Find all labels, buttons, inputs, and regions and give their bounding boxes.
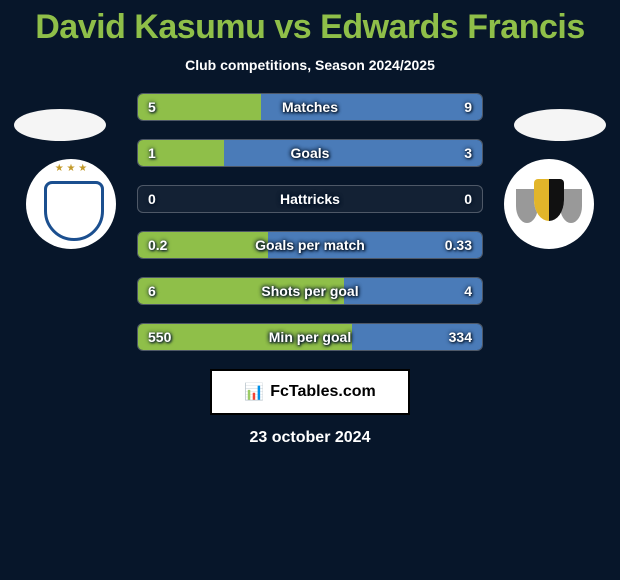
stat-bar-left-fill <box>138 324 352 350</box>
player-left-club-crest <box>26 159 116 249</box>
stat-bar: 13Goals <box>137 139 483 167</box>
stat-bar: 0 0Hattricks <box>137 185 483 213</box>
stat-bar-left-fill <box>138 278 344 304</box>
player-right-club-crest <box>504 159 594 249</box>
stat-bar-left-fill <box>138 232 268 258</box>
stat-value-right: 0 <box>464 191 472 207</box>
brand-text: FcTables.com <box>270 383 376 401</box>
stat-bar-right-fill <box>268 232 482 258</box>
stat-bar: 59Matches <box>137 93 483 121</box>
stat-bar: 0.20.33Goals per match <box>137 231 483 259</box>
player-right-flag <box>514 109 606 141</box>
subtitle: Club competitions, Season 2024/2025 <box>0 57 620 73</box>
snapshot-date: 23 october 2024 <box>0 429 620 447</box>
comparison-panel: 59Matches 13Goals 0 0Hattricks 0.20.33Goals … <box>0 93 620 447</box>
stat-bar-right-fill <box>352 324 482 350</box>
brand-badge: 📊 FcTables.com <box>210 369 410 415</box>
stat-bar-right-fill <box>344 278 482 304</box>
stat-bars: 59Matches 13Goals 0 0Hattricks 0.20.33Goals … <box>137 93 483 351</box>
stat-bar-right-fill <box>224 140 482 166</box>
stat-bar: 550334Min per goal <box>137 323 483 351</box>
stat-bar: 64Shots per goal <box>137 277 483 305</box>
stat-bar-left-fill <box>138 140 224 166</box>
stat-value-left: 0 <box>148 191 156 207</box>
stat-bar-right-fill <box>261 94 482 120</box>
stat-bar-left-fill <box>138 94 261 120</box>
brand-logo-icon: 📊 <box>244 382 264 402</box>
page-title: David Kasumu vs Edwards Francis <box>0 0 620 47</box>
player-left-flag <box>14 109 106 141</box>
stat-label: Hattricks <box>138 191 482 207</box>
